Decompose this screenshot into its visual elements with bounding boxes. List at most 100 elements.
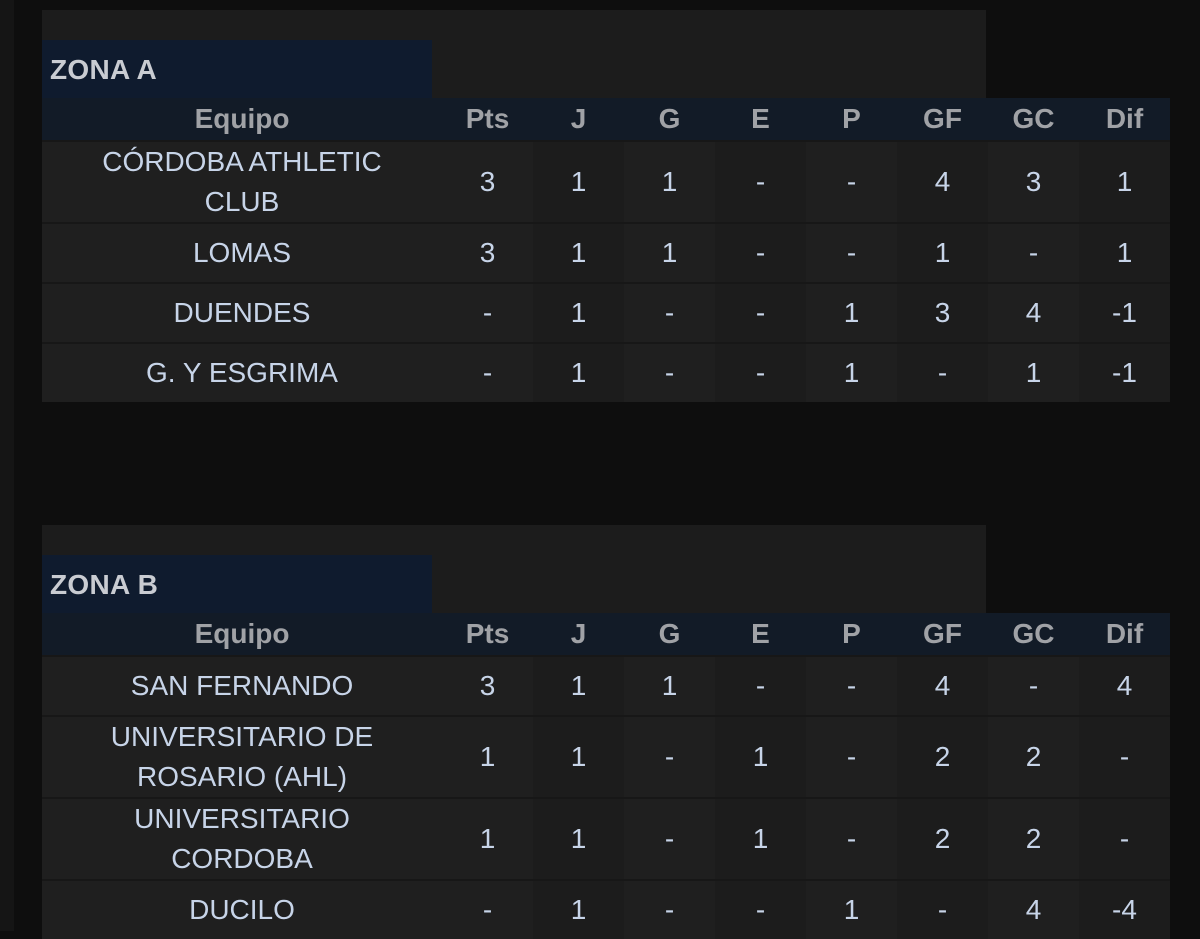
table-row: UNIVERSITARIO DE ROSARIO (AHL) 1 1 - 1 -… <box>42 715 1170 798</box>
col-header-e: E <box>715 98 806 141</box>
cell-p: - <box>806 797 897 880</box>
cell-pts: 3 <box>442 655 533 716</box>
col-header-p: P <box>806 98 897 141</box>
zone-a-section: ZONA A Equipo Pts J G E P GF GC Dif <box>42 40 1170 402</box>
cell-dif: - <box>1079 797 1170 880</box>
cell-g: 1 <box>624 140 715 223</box>
cell-pts: 1 <box>442 715 533 798</box>
cell-dif: 1 <box>1079 140 1170 223</box>
table-row: DUCILO - 1 - - 1 - 4 -4 <box>42 879 1170 939</box>
cell-gf: - <box>897 342 988 402</box>
cell-g: - <box>624 715 715 798</box>
table-header-row: Equipo Pts J G E P GF GC Dif <box>42 613 1170 656</box>
col-header-g: G <box>624 613 715 656</box>
cell-g: - <box>624 797 715 880</box>
cell-p: - <box>806 222 897 283</box>
cell-gf: - <box>897 879 988 939</box>
cell-e: - <box>715 879 806 939</box>
cell-gc: 4 <box>988 282 1079 343</box>
cell-e: 1 <box>715 715 806 798</box>
cell-pts: 3 <box>442 140 533 223</box>
cell-e: - <box>715 342 806 402</box>
team-name: DUENDES <box>42 282 442 343</box>
col-header-dif: Dif <box>1079 98 1170 141</box>
col-header-pts: Pts <box>442 613 533 656</box>
cell-gc: 2 <box>988 797 1079 880</box>
cell-dif: -4 <box>1079 879 1170 939</box>
cell-e: - <box>715 140 806 223</box>
cell-dif: 1 <box>1079 222 1170 283</box>
cell-g: 1 <box>624 655 715 716</box>
cell-pts: - <box>442 282 533 343</box>
cell-dif: - <box>1079 715 1170 798</box>
col-header-team: Equipo <box>42 98 442 141</box>
table-row: SAN FERNANDO 3 1 1 - - 4 - 4 <box>42 655 1170 716</box>
team-name: UNIVERSITARIO DE ROSARIO (AHL) <box>42 715 442 798</box>
team-name: G. Y ESGRIMA <box>42 342 442 402</box>
cell-e: - <box>715 655 806 716</box>
col-header-p: P <box>806 613 897 656</box>
cell-p: 1 <box>806 282 897 343</box>
col-header-gf: GF <box>897 613 988 656</box>
cell-e: - <box>715 222 806 283</box>
cell-gc: - <box>988 222 1079 283</box>
zone-a-title: ZONA A <box>42 40 432 98</box>
zone-b-table: Equipo Pts J G E P GF GC Dif SAN FERNAND… <box>42 613 1170 939</box>
team-name: CÓRDOBA ATHLETIC CLUB <box>42 140 442 223</box>
cell-gf: 3 <box>897 282 988 343</box>
cell-dif: -1 <box>1079 342 1170 402</box>
col-header-pts: Pts <box>442 98 533 141</box>
table-row: DUENDES - 1 - - 1 3 4 -1 <box>42 282 1170 343</box>
cell-j: 1 <box>533 342 624 402</box>
cell-g: - <box>624 342 715 402</box>
cell-pts: 3 <box>442 222 533 283</box>
team-name: DUCILO <box>42 879 442 939</box>
zone-b-title: ZONA B <box>42 555 432 613</box>
cell-p: 1 <box>806 879 897 939</box>
cell-pts: - <box>442 879 533 939</box>
cell-gf: 2 <box>897 797 988 880</box>
col-header-team: Equipo <box>42 613 442 656</box>
col-header-e: E <box>715 613 806 656</box>
col-header-dif: Dif <box>1079 613 1170 656</box>
cell-gc: - <box>988 655 1079 716</box>
cell-gf: 1 <box>897 222 988 283</box>
cell-p: 1 <box>806 342 897 402</box>
cell-j: 1 <box>533 715 624 798</box>
cell-dif: 4 <box>1079 655 1170 716</box>
col-header-g: G <box>624 98 715 141</box>
cell-j: 1 <box>533 282 624 343</box>
cell-gc: 3 <box>988 140 1079 223</box>
cell-p: - <box>806 655 897 716</box>
team-name: LOMAS <box>42 222 442 283</box>
cell-pts: 1 <box>442 797 533 880</box>
cell-e: 1 <box>715 797 806 880</box>
cell-gc: 4 <box>988 879 1079 939</box>
cell-pts: - <box>442 342 533 402</box>
cell-g: - <box>624 282 715 343</box>
col-header-gc: GC <box>988 98 1079 141</box>
table-row: CÓRDOBA ATHLETIC CLUB 3 1 1 - - 4 3 1 <box>42 140 1170 223</box>
cell-dif: -1 <box>1079 282 1170 343</box>
col-header-j: J <box>533 613 624 656</box>
cell-g: - <box>624 879 715 939</box>
cell-j: 1 <box>533 797 624 880</box>
col-header-j: J <box>533 98 624 141</box>
cell-j: 1 <box>533 655 624 716</box>
cell-gc: 2 <box>988 715 1079 798</box>
cell-gf: 4 <box>897 655 988 716</box>
table-row: G. Y ESGRIMA - 1 - - 1 - 1 -1 <box>42 342 1170 402</box>
col-header-gf: GF <box>897 98 988 141</box>
cell-j: 1 <box>533 879 624 939</box>
cell-g: 1 <box>624 222 715 283</box>
team-name: UNIVERSITARIO CORDOBA <box>42 797 442 880</box>
cell-gc: 1 <box>988 342 1079 402</box>
table-header-row: Equipo Pts J G E P GF GC Dif <box>42 98 1170 141</box>
cell-p: - <box>806 140 897 223</box>
cell-j: 1 <box>533 140 624 223</box>
zone-a-table: Equipo Pts J G E P GF GC Dif CÓRDOBA ATH… <box>42 98 1170 402</box>
cell-e: - <box>715 282 806 343</box>
cell-gf: 4 <box>897 140 988 223</box>
team-name: SAN FERNANDO <box>42 655 442 716</box>
